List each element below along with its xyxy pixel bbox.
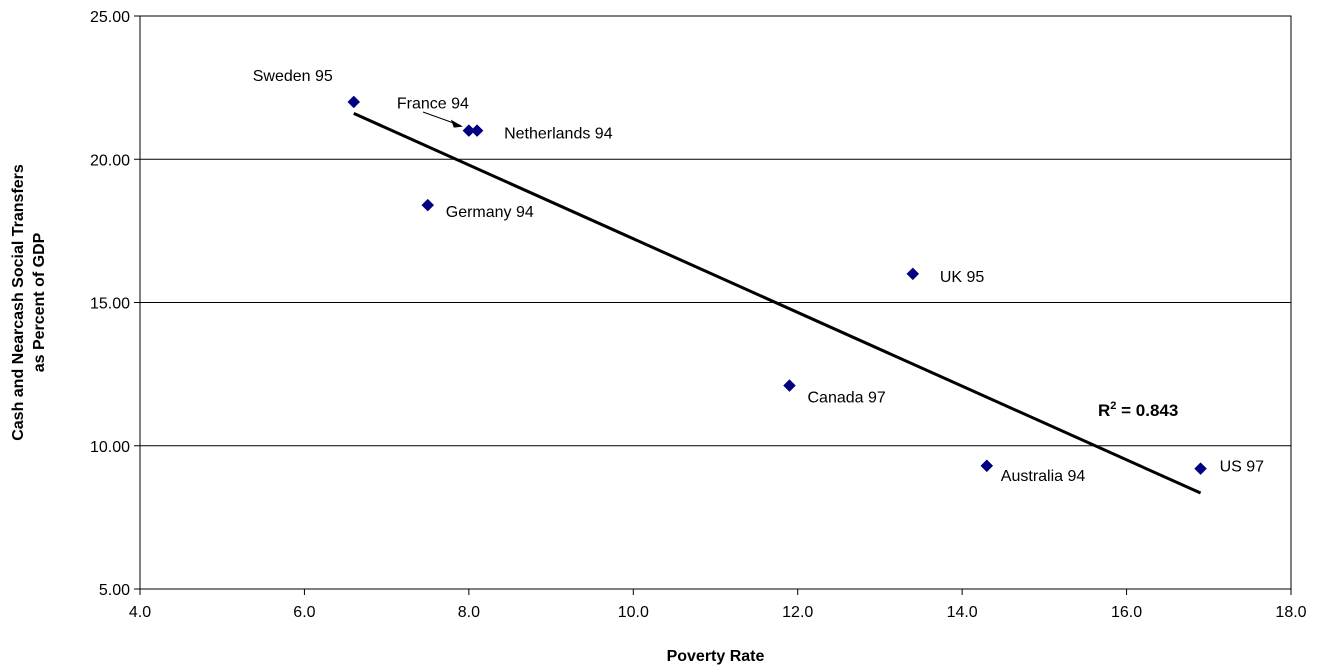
y-tick-label: 20.00 <box>90 152 130 169</box>
data-points <box>347 95 1207 476</box>
point-label: Netherlands 94 <box>504 126 613 143</box>
x-tick-label: 18.0 <box>1275 604 1306 621</box>
x-tick-label: 4.0 <box>129 604 151 621</box>
axes: 5.00 10.00 15.00 20.00 25.00 4.0 6.0 8.0 10.0 12.… <box>10 9 1307 665</box>
data-point-marker <box>421 198 435 212</box>
point-label: Germany 94 <box>446 204 534 221</box>
point-label: Sweden 95 <box>253 68 333 85</box>
x-tick-label: 6.0 <box>293 604 315 621</box>
x-tick-label: 12.0 <box>782 604 813 621</box>
point-label: France 94 <box>397 96 469 113</box>
point-label: Australia 94 <box>1001 468 1086 485</box>
y-tick-label: 15.00 <box>90 296 130 313</box>
x-tick-label: 8.0 <box>458 604 480 621</box>
data-point-marker <box>470 124 484 137</box>
data-point-marker <box>980 459 994 473</box>
y-axis-title-line-2: as Percent of GDP <box>31 232 48 372</box>
x-tick-label: 10.0 <box>618 604 649 621</box>
point-label: Canada 97 <box>807 390 885 407</box>
trendline <box>353 112 1202 495</box>
data-point-marker <box>783 379 796 392</box>
data-point-marker <box>347 95 361 109</box>
x-tick-label: 14.0 <box>947 604 978 621</box>
y-axis-title-line-1: Cash and Nearcash Social Transfers <box>10 164 27 441</box>
trendline-group: R2 = 0.843 <box>353 112 1202 495</box>
point-labels: Sweden 95 France 94 Netherlands 94 Germany … <box>253 68 1264 485</box>
point-label: US 97 <box>1220 459 1265 476</box>
data-point-marker <box>1194 462 1207 476</box>
r-squared-label: R2 = 0.843 <box>1098 400 1178 420</box>
y-tick-label: 5.00 <box>99 582 130 599</box>
gridlines <box>140 158 1291 447</box>
data-point-marker <box>906 267 920 281</box>
france-leader-arrowhead <box>450 119 463 128</box>
y-tick-label: 25.00 <box>90 9 130 26</box>
point-label: UK 95 <box>940 269 985 286</box>
x-tick-label: 16.0 <box>1111 604 1142 621</box>
y-tick-label: 10.00 <box>90 439 130 456</box>
x-axis-title: Poverty Rate <box>667 648 765 665</box>
